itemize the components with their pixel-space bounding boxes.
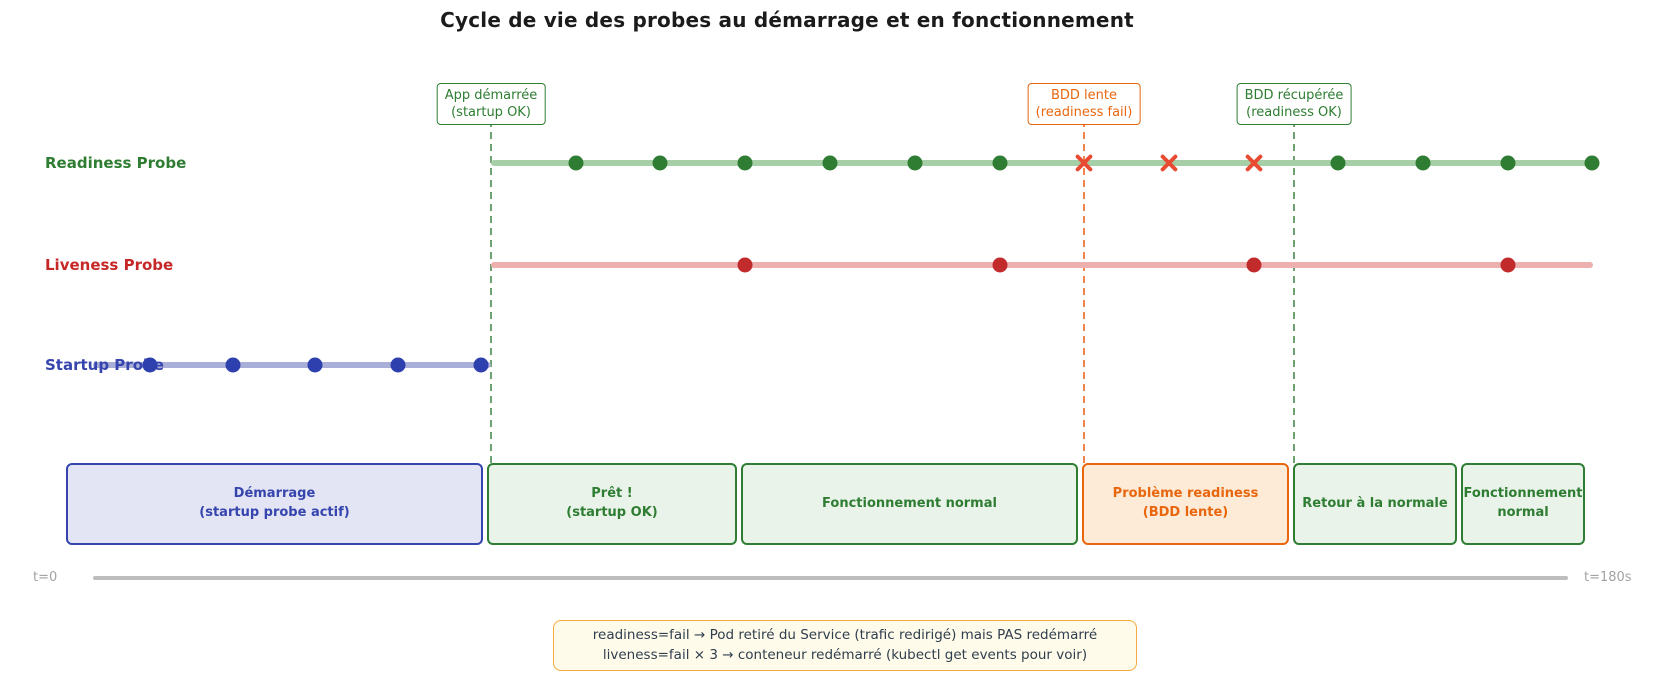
readiness-check-ok-dot [822,155,838,171]
time-axis-line [93,576,1568,580]
time-axis-start-label: t=0 [33,570,58,585]
phase-box-fonctionnement-normal-1: Fonctionnement normal [741,463,1078,545]
readiness-check-fail-x-icon [1158,152,1180,174]
startup-check-ok-dot [225,357,241,373]
startup-check-ok-dot [473,357,489,373]
readiness-check-ok-dot [1500,155,1516,171]
phase-box-probleme-readiness: Problème readiness (BDD lente) [1082,463,1289,545]
legend-note-box: readiness=fail → Pod retiré du Service (… [553,620,1137,671]
event-dashed-line-bdd-lente [1083,120,1085,508]
readiness-check-ok-dot [992,155,1008,171]
phase-box-fonctionnement-normal-2: Fonctionnement normal [1461,463,1585,545]
readiness-check-ok-dot [568,155,584,171]
readiness-check-ok-dot [907,155,923,171]
readiness-check-ok-dot [652,155,668,171]
phase-box-retour-normale: Retour à la normale [1293,463,1457,545]
event-dashed-line-app-demarree [490,120,492,508]
liveness-check-ok-dot [1500,257,1516,273]
probe-label-liveness: Liveness Probe [45,256,174,274]
event-dashed-line-bdd-recuperee [1293,120,1295,508]
liveness-check-ok-dot [992,257,1008,273]
startup-check-ok-dot [390,357,406,373]
probe-label-startup: Startup Probe [45,356,164,374]
readiness-check-ok-dot [1415,155,1431,171]
time-axis-end-label: t=180s [1584,570,1632,585]
probe-label-readiness: Readiness Probe [45,154,187,172]
readiness-check-ok-dot [737,155,753,171]
startup-check-ok-dot [142,357,158,373]
readiness-check-fail-x-icon [1073,152,1095,174]
startup-check-ok-dot [307,357,323,373]
phase-box-pret: Prêt ! (startup OK) [487,463,737,545]
legend-note-liveness-rule: liveness=fail × 3 → conteneur redémarré … [602,647,1088,664]
readiness-check-ok-dot [1330,155,1346,171]
phase-box-demarrage: Démarrage (startup probe actif) [66,463,483,545]
legend-note-readiness-rule: readiness=fail → Pod retiré du Service (… [592,627,1098,643]
readiness-check-ok-dot [1584,155,1600,171]
event-annotation-bdd-lente: BDD lente (readiness fail) [1027,83,1141,126]
event-annotation-app-demarree: App démarrée (startup OK) [436,83,546,126]
probe-timeline-liveness [491,262,1593,268]
probe-timeline-startup [93,362,491,368]
probe-timeline-readiness [491,160,1593,166]
readiness-check-fail-x-icon [1243,152,1265,174]
liveness-check-ok-dot [737,257,753,273]
event-annotation-bdd-recuperee: BDD récupérée (readiness OK) [1236,83,1352,126]
liveness-check-ok-dot [1246,257,1262,273]
diagram-title: Cycle de vie des probes au démarrage et … [440,8,1134,32]
